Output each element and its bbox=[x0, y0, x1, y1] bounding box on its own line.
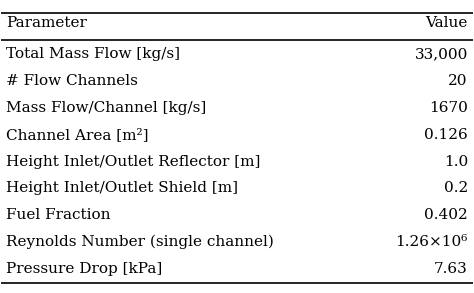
Text: 1.26×10⁶: 1.26×10⁶ bbox=[395, 235, 468, 249]
Text: Reynolds Number (single channel): Reynolds Number (single channel) bbox=[6, 235, 274, 249]
Text: 0.2: 0.2 bbox=[444, 181, 468, 195]
Text: 1.0: 1.0 bbox=[444, 155, 468, 168]
Text: 20: 20 bbox=[448, 74, 468, 88]
Text: Channel Area [m²]: Channel Area [m²] bbox=[6, 128, 149, 142]
Text: 33,000: 33,000 bbox=[415, 47, 468, 62]
Text: Fuel Fraction: Fuel Fraction bbox=[6, 208, 110, 222]
Text: Mass Flow/Channel [kg/s]: Mass Flow/Channel [kg/s] bbox=[6, 101, 206, 115]
Text: # Flow Channels: # Flow Channels bbox=[6, 74, 138, 88]
Text: 0.402: 0.402 bbox=[424, 208, 468, 222]
Text: Value: Value bbox=[426, 16, 468, 30]
Text: Height Inlet/Outlet Shield [m]: Height Inlet/Outlet Shield [m] bbox=[6, 181, 238, 195]
Text: Parameter: Parameter bbox=[6, 16, 87, 30]
Text: Pressure Drop [kPa]: Pressure Drop [kPa] bbox=[6, 262, 163, 276]
Text: 7.63: 7.63 bbox=[434, 262, 468, 276]
Text: 0.126: 0.126 bbox=[424, 128, 468, 142]
Text: Total Mass Flow [kg/s]: Total Mass Flow [kg/s] bbox=[6, 47, 180, 62]
Text: 1670: 1670 bbox=[429, 101, 468, 115]
Text: Height Inlet/Outlet Reflector [m]: Height Inlet/Outlet Reflector [m] bbox=[6, 155, 261, 168]
